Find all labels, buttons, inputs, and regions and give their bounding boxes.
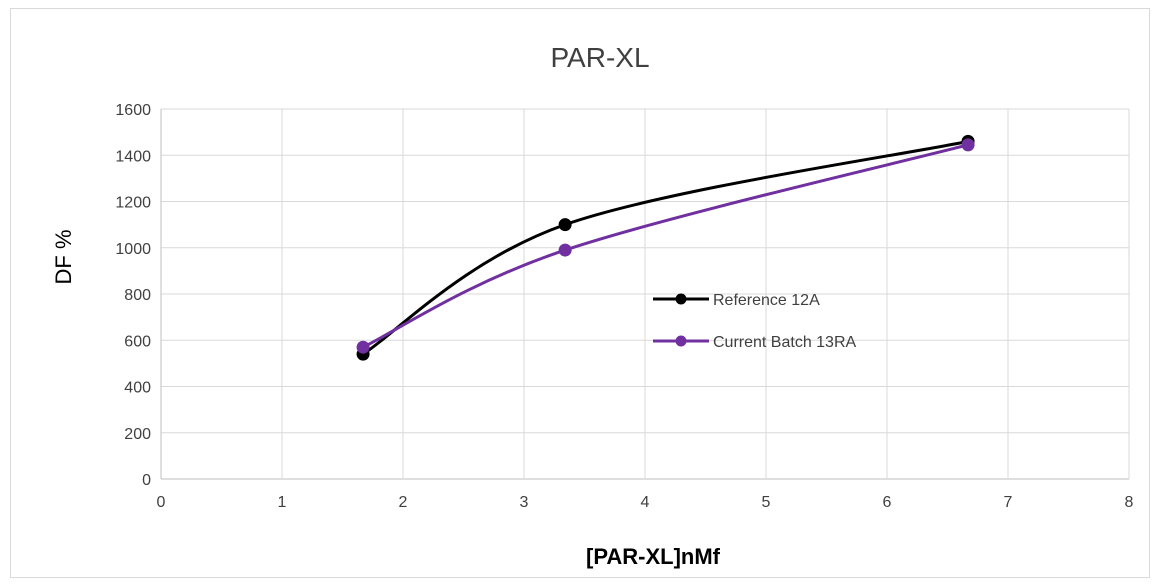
y-tick-label: 1400 [115, 148, 151, 165]
data-point [961, 138, 975, 152]
chart-frame: PAR-XL 0 200 400 600 800 1000 1200 1400 1600 0 1 2 3… [10, 8, 1150, 578]
y-tick-label: 200 [124, 426, 151, 443]
series-1 [356, 138, 975, 354]
x-tick-label: 8 [1125, 494, 1134, 511]
x-tick-label: 4 [641, 494, 650, 511]
x-tick-label: 0 [157, 494, 166, 511]
series-line [362, 139, 969, 356]
x-tick-label: 2 [399, 494, 408, 511]
x-axis-label: [PAR-XL]nMf [586, 544, 721, 569]
legend-label: Current Batch 13RA [713, 334, 857, 351]
series-line [362, 143, 969, 349]
legend-item[interactable]: Current Batch 13RA [653, 334, 857, 351]
grid [160, 108, 1130, 480]
legend-item[interactable]: Reference 12A [653, 292, 820, 309]
tick-labels: 0 200 400 600 800 1000 1200 1400 1600 0 1 2 3 4 5 6 7 8 [115, 102, 1133, 511]
series-0 [356, 134, 975, 361]
chart-svg: PAR-XL 0 200 400 600 800 1000 1200 1400 1600 0 1 2 3… [51, 42, 1134, 569]
y-tick-label: 1600 [115, 102, 151, 119]
x-tick-label: 1 [278, 494, 287, 511]
x-tick-label: 5 [762, 494, 771, 511]
x-tick-label: 7 [1004, 494, 1013, 511]
y-tick-label: 1200 [115, 195, 151, 212]
data-point [558, 243, 572, 257]
y-tick-label: 600 [124, 333, 151, 350]
x-tick-label: 3 [520, 494, 529, 511]
data-point [558, 218, 572, 232]
data-point [356, 340, 370, 354]
y-axis-label: DF % [51, 230, 76, 285]
chart-title: PAR-XL [550, 42, 649, 73]
legend[interactable]: Reference 12A Current Batch 13RA [653, 292, 857, 351]
y-tick-label: 0 [142, 472, 151, 489]
legend-swatch-marker [675, 293, 687, 305]
y-tick-label: 400 [124, 380, 151, 397]
y-tick-label: 1000 [115, 241, 151, 258]
y-tick-label: 800 [124, 287, 151, 304]
x-tick-label: 6 [883, 494, 892, 511]
series-layer [356, 134, 975, 361]
legend-swatch-marker [675, 335, 687, 347]
legend-label: Reference 12A [713, 292, 820, 309]
